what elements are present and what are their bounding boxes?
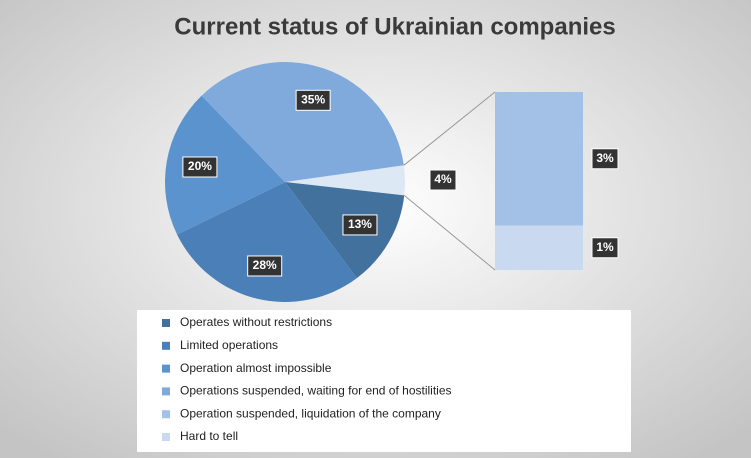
connector [403, 91, 496, 166]
legend [137, 310, 631, 452]
data-label: 28% [253, 258, 277, 272]
data-label-box [295, 89, 331, 111]
data-label-box [591, 237, 619, 259]
legend-swatch [162, 364, 170, 373]
data-label: 13% [348, 217, 372, 231]
legend-swatch [162, 341, 170, 350]
bar-segment [495, 92, 583, 226]
legend-label: Hard to tell [180, 429, 238, 443]
legend-swatch [162, 410, 170, 419]
data-label: 35% [301, 92, 325, 106]
legend-swatch [162, 433, 170, 441]
legend-label: Limited operations [180, 338, 278, 352]
legend-label: Operation almost impossible [180, 361, 332, 375]
data-label: 3% [596, 151, 614, 165]
data-label-box [429, 169, 457, 191]
data-label: 20% [188, 159, 212, 173]
pie-slice [177, 182, 357, 303]
pie-slice [201, 62, 404, 183]
chart-title: Current status of Ukrainian companies [174, 13, 615, 40]
legend-swatch [162, 319, 170, 327]
legend-label: Operations suspended, waiting for end of… [180, 384, 452, 398]
data-label-box [591, 148, 619, 170]
legend-label: Operation suspended, liquidation of the … [180, 406, 441, 420]
connector [403, 194, 496, 271]
pie-slice [285, 165, 406, 196]
data-label-box [182, 156, 218, 178]
legend-swatch [162, 387, 170, 396]
legend-label: Operates without restrictions [180, 315, 332, 329]
data-label-box [342, 214, 378, 236]
data-label-box [247, 255, 283, 277]
bar-segment [495, 225, 583, 270]
data-label: 1% [596, 240, 614, 254]
data-label: 4% [434, 172, 452, 186]
pie-slice [164, 95, 285, 235]
